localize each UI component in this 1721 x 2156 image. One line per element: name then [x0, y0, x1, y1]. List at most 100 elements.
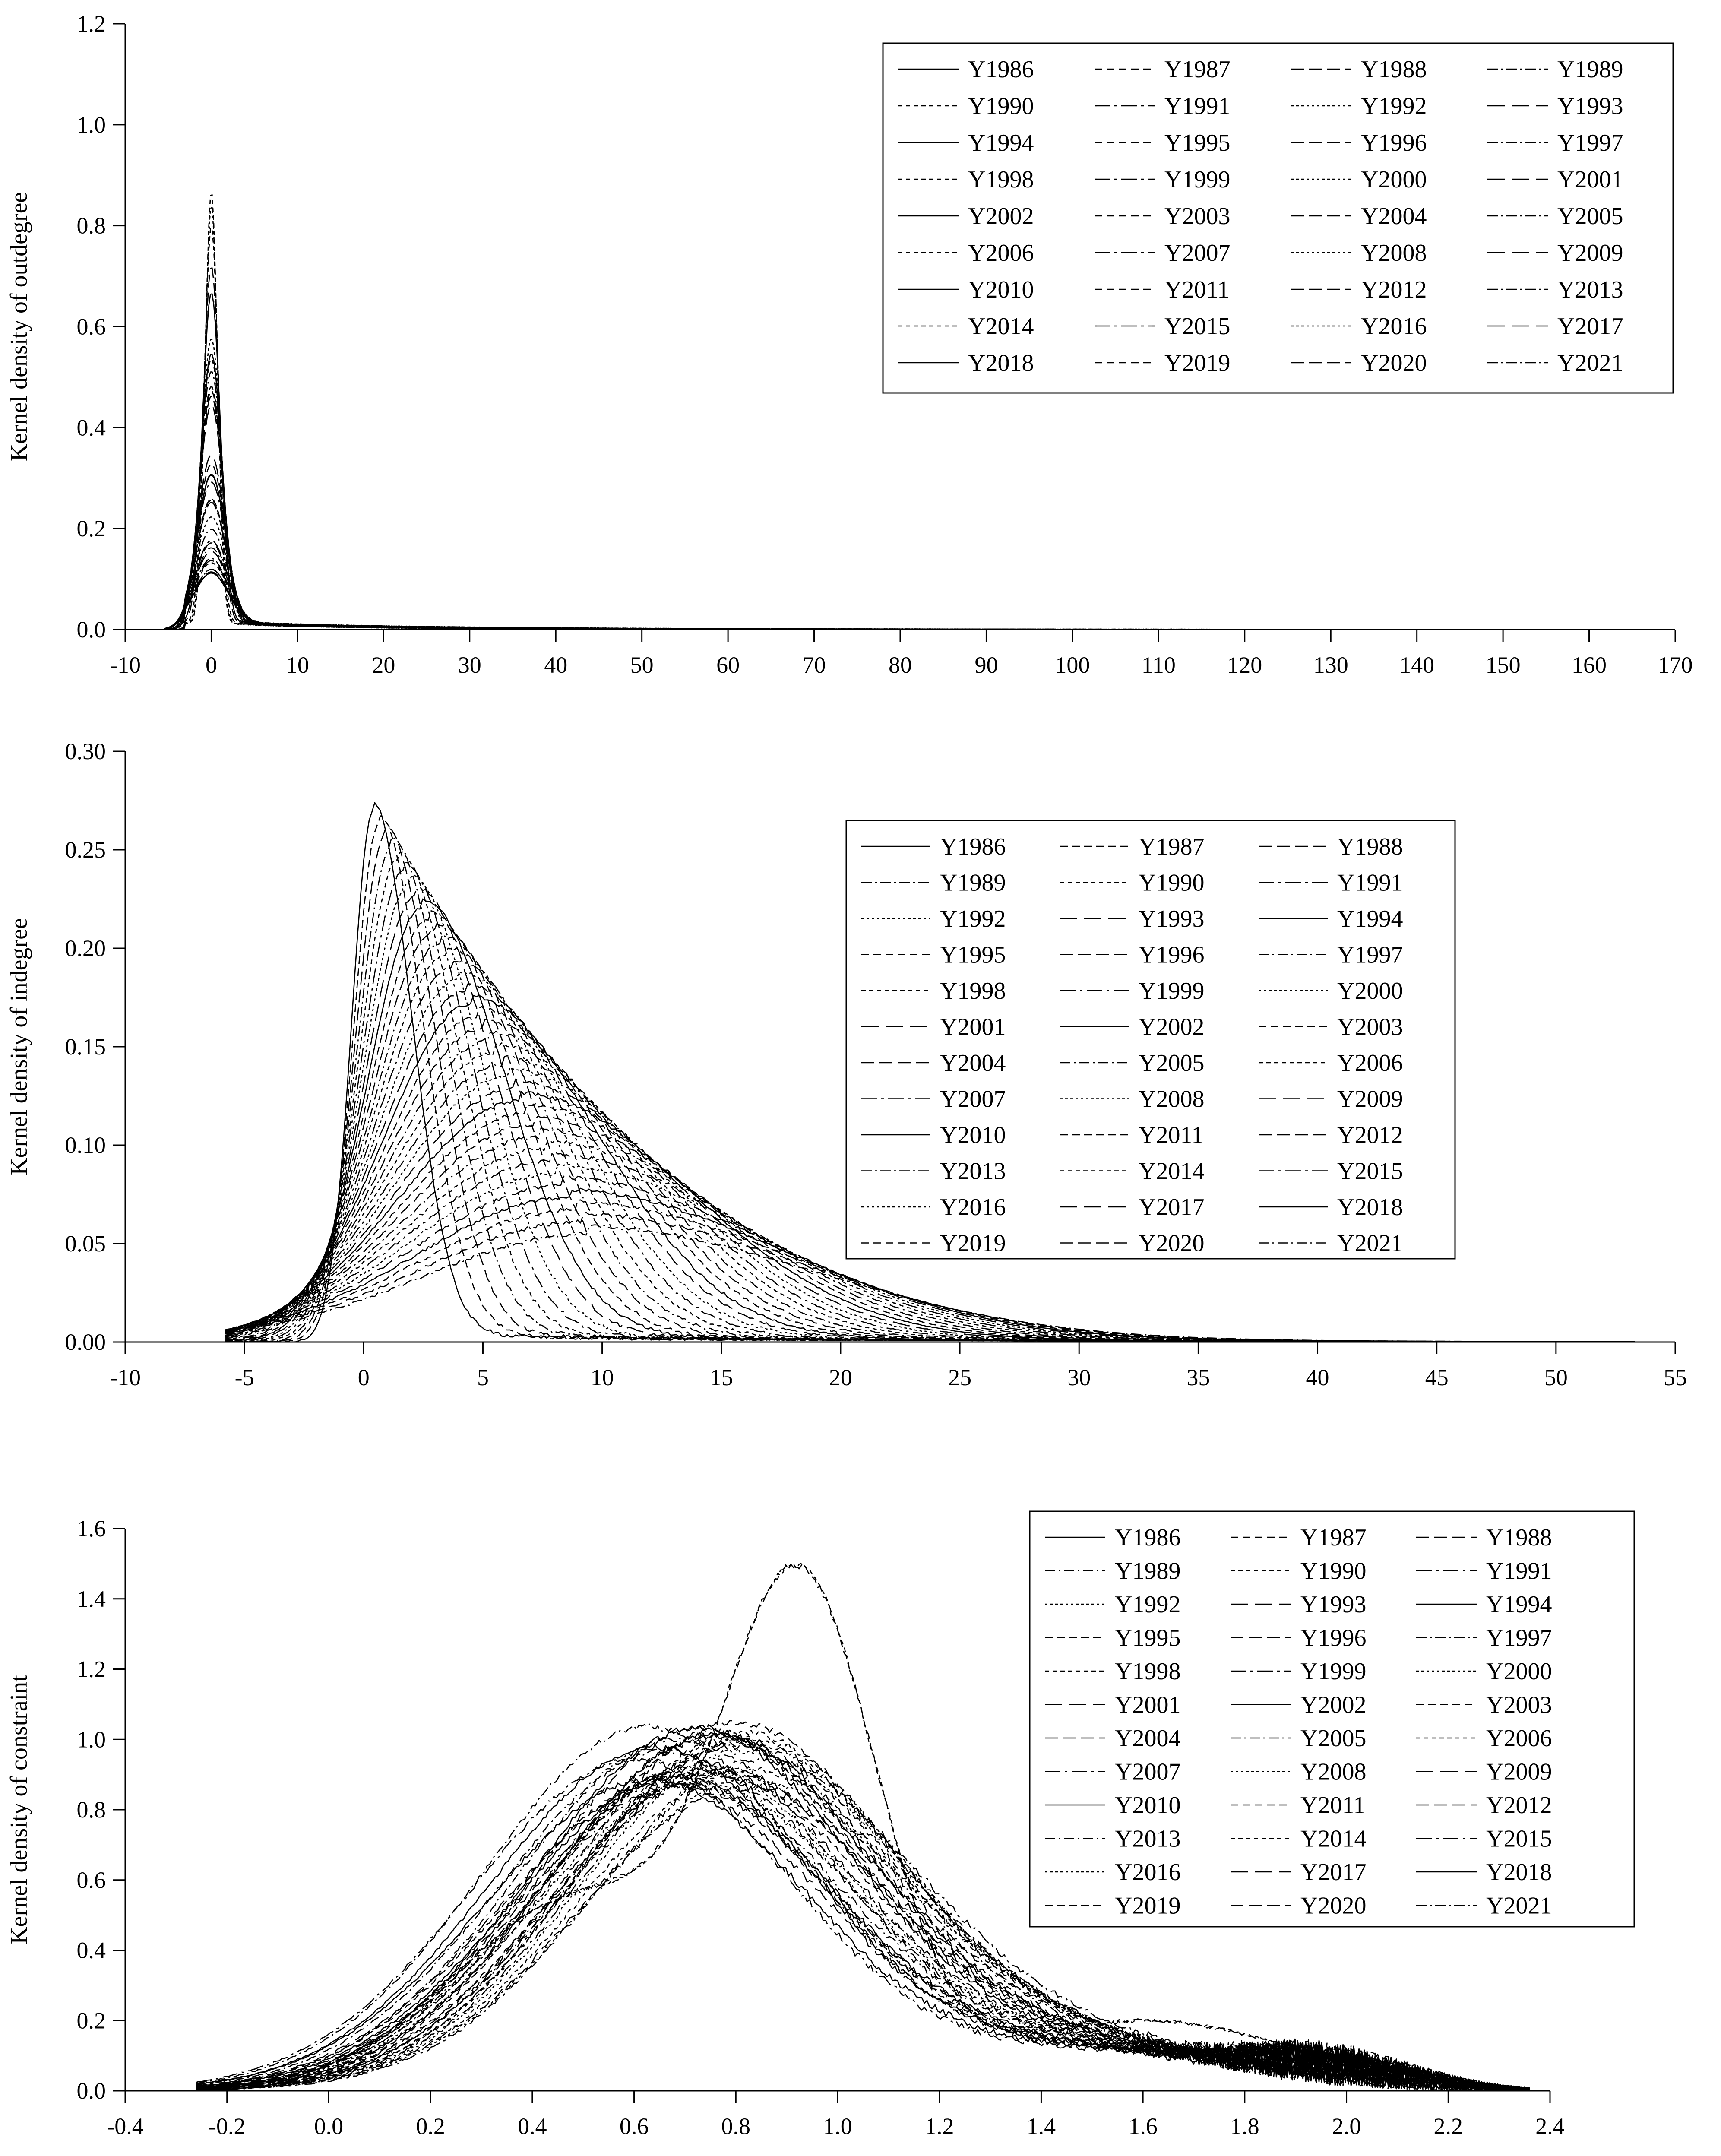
- legend-label: Y1996: [1139, 942, 1204, 969]
- legend-label: Y2021: [1486, 1893, 1552, 1919]
- legend-label: Y2009: [1337, 1086, 1403, 1113]
- series-line-Y2020: [164, 571, 1658, 630]
- legend-label: Y1986: [940, 833, 1006, 860]
- legend-label: Y2013: [1557, 276, 1623, 303]
- legend-label: Y2003: [1486, 1692, 1552, 1719]
- legend-label: Y2005: [1139, 1050, 1204, 1076]
- legend: Y1986 Y1987 Y1988 Y1989 Y1990 Y1991 Y1992 Y1993…: [1029, 1510, 1635, 1928]
- x-tick-label: 110: [1142, 652, 1176, 678]
- x-tick-label: 160: [1572, 652, 1607, 678]
- series-line-Y2004: [164, 542, 1658, 630]
- series-line-Y2021: [164, 371, 1658, 630]
- legend-label: Y2013: [940, 1158, 1006, 1185]
- legend-label: Y1994: [968, 130, 1034, 156]
- legend-label: Y2010: [968, 276, 1034, 303]
- legend-label: Y1993: [1139, 905, 1204, 932]
- legend-label: Y2014: [968, 313, 1034, 340]
- legend-label: Y2021: [1337, 1230, 1403, 1257]
- y-tick-label: 0.25: [65, 837, 106, 863]
- series-line-Y1988: [164, 572, 1658, 630]
- series-line-Y2002: [196, 1744, 1530, 2091]
- legend-label: Y1986: [1115, 1524, 1180, 1551]
- legend-label: Y2001: [1557, 166, 1623, 193]
- legend-label: Y2003: [1337, 1014, 1403, 1041]
- x-tick-label: 2.2: [1434, 2113, 1463, 2139]
- x-tick-label: 45: [1425, 1365, 1449, 1390]
- legend-label: Y2010: [940, 1122, 1006, 1149]
- legend-label: Y2012: [1337, 1122, 1403, 1149]
- legend-label: Y1990: [968, 93, 1034, 120]
- legend-label: Y2001: [1115, 1692, 1180, 1719]
- x-tick-label: -0.4: [107, 2113, 143, 2139]
- y-tick-label: 0.8: [77, 213, 106, 239]
- x-tick-label: 1.6: [1128, 2113, 1158, 2139]
- series-line-Y1991: [164, 502, 1658, 630]
- legend-label: Y2012: [1486, 1792, 1552, 1819]
- y-tick-label: 0.10: [65, 1132, 106, 1158]
- series-line-Y2004: [196, 1766, 1530, 2091]
- legend: Y1986 Y1987 Y1988 Y1989 Y1990 Y1991 Y1992 Y1993…: [845, 820, 1456, 1260]
- y-tick-label: 0.2: [77, 516, 106, 541]
- x-tick-label: 15: [710, 1365, 733, 1390]
- series-line-Y1996: [164, 396, 1658, 630]
- legend-label: Y1986: [968, 56, 1034, 83]
- legend-label: Y2007: [1164, 240, 1230, 266]
- series-line-Y2020: [225, 1212, 1635, 1342]
- legend-label: Y2019: [1115, 1893, 1180, 1919]
- x-tick-label: 0.6: [620, 2113, 649, 2139]
- series-line-Y1995: [164, 572, 1658, 630]
- x-tick-label: 35: [1186, 1365, 1210, 1390]
- x-tick-label: 0.4: [518, 2113, 547, 2139]
- series-line-Y1994: [164, 354, 1658, 630]
- legend-label: Y2009: [1486, 1759, 1552, 1786]
- series-line-Y2013: [196, 1723, 1530, 2091]
- legend-label: Y1993: [1557, 93, 1623, 120]
- chart-2: -10 -5 0 5 10 15 20 25 30 35 40 45 50 55 0.00 0.05 0.10 0…: [6, 738, 1687, 1390]
- legend-label: Y1996: [1361, 130, 1427, 156]
- legend-label: Y2019: [940, 1230, 1006, 1257]
- legend-label: Y1990: [1300, 1558, 1366, 1585]
- legend-label: Y1998: [968, 166, 1034, 193]
- series-line-Y2004: [225, 1018, 1635, 1342]
- y-tick-label: 0.00: [65, 1329, 106, 1355]
- series-line-Y2014: [164, 562, 1658, 630]
- legend-label: Y1996: [1300, 1625, 1366, 1652]
- legend-label: Y1991: [1164, 93, 1230, 120]
- legend-label: Y2018: [1337, 1194, 1403, 1221]
- series-line-Y2010: [164, 474, 1658, 630]
- legend-label: Y2020: [1300, 1893, 1366, 1919]
- y-tick-label: 0.20: [65, 935, 106, 961]
- x-tick-label: 2.4: [1535, 2113, 1565, 2139]
- legend-label: Y2013: [1115, 1826, 1180, 1852]
- legend-label: Y1997: [1486, 1625, 1552, 1652]
- y-tick-label: 0.4: [77, 1938, 106, 1963]
- legend-label: Y2019: [1164, 350, 1230, 377]
- chart-1: -10 0 10 20 30 40 50 60 70 80 90 100 110 120 130 140 150…: [6, 11, 1693, 678]
- legend-label: Y1997: [1337, 942, 1403, 969]
- legend-label: Y1993: [1300, 1591, 1366, 1618]
- legend-label: Y2010: [1115, 1792, 1180, 1819]
- legend-label: Y1998: [940, 978, 1006, 1004]
- legend-label: Y2012: [1361, 276, 1427, 303]
- legend-label: Y1997: [1557, 130, 1623, 156]
- series-line-Y2009: [164, 560, 1658, 630]
- x-tick-label: 10: [591, 1365, 614, 1390]
- x-tick-label: 0: [206, 652, 217, 678]
- y-tick-label: 0.15: [65, 1034, 106, 1060]
- legend-label: Y1988: [1486, 1524, 1552, 1551]
- legend-box: [845, 820, 1456, 1260]
- legend-label: Y2006: [968, 240, 1034, 266]
- x-tick-label: 2.0: [1332, 2113, 1361, 2139]
- x-tick-label: 0: [358, 1365, 370, 1390]
- legend-label: Y1991: [1337, 870, 1403, 896]
- series-line-Y1997: [164, 547, 1658, 630]
- legend-label: Y2020: [1139, 1230, 1204, 1257]
- series-line-Y2017: [196, 1781, 1530, 2091]
- legend-label: Y2003: [1164, 203, 1230, 230]
- series-line-Y1989: [164, 569, 1658, 630]
- legend-label: Y1994: [1337, 905, 1403, 932]
- legend-label: Y2020: [1361, 350, 1427, 377]
- legend-label: Y2002: [968, 203, 1034, 230]
- series-line-Y2005: [225, 1031, 1635, 1342]
- legend-label: Y2018: [968, 350, 1034, 377]
